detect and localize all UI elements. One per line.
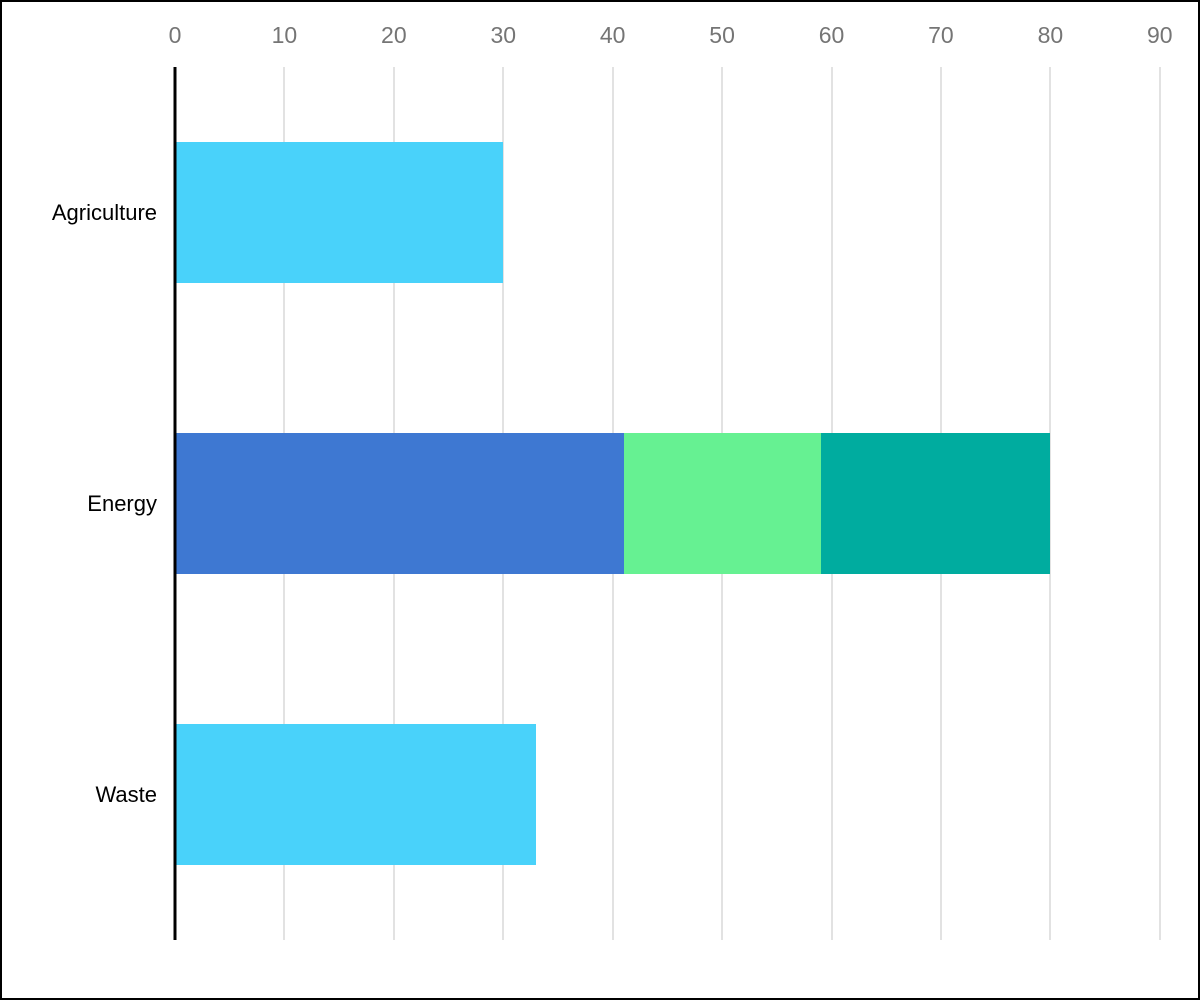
x-tick-label: 0 <box>168 22 182 48</box>
bar-agriculture <box>175 142 504 283</box>
bar-energy <box>175 433 1051 574</box>
top-axis: 0 10 20 30 40 50 60 70 80 90 <box>2 2 1198 67</box>
category-label-waste: Waste <box>95 781 157 807</box>
zero-axis-line <box>173 67 177 940</box>
bar-segment-energy-2 <box>820 433 1051 574</box>
category-axis: Agriculture Energy Waste <box>2 67 157 940</box>
bar-waste <box>175 724 537 865</box>
x-tick-label: 40 <box>599 22 626 48</box>
x-tick-label: 70 <box>928 22 954 48</box>
category-label-agriculture: Agriculture <box>51 199 157 225</box>
x-tick-label: 10 <box>271 22 298 48</box>
x-tick-label: 90 <box>1146 22 1173 48</box>
bar-segment-agriculture-0 <box>175 142 504 283</box>
bar-segment-waste-0 <box>175 724 537 865</box>
x-tick-label: 80 <box>1037 22 1064 48</box>
gridline-x-80 <box>1049 67 1052 940</box>
bar-segment-energy-1 <box>623 433 821 574</box>
x-tick-label: 20 <box>381 22 407 48</box>
bar-segment-energy-0 <box>175 433 624 574</box>
x-tick-label: 60 <box>818 22 845 48</box>
plot-area <box>173 67 1197 940</box>
x-tick-label: 30 <box>490 22 517 48</box>
x-tick-label: 50 <box>709 22 735 48</box>
category-label-energy: Energy <box>87 490 157 516</box>
gridline-x-90 <box>1158 67 1161 940</box>
